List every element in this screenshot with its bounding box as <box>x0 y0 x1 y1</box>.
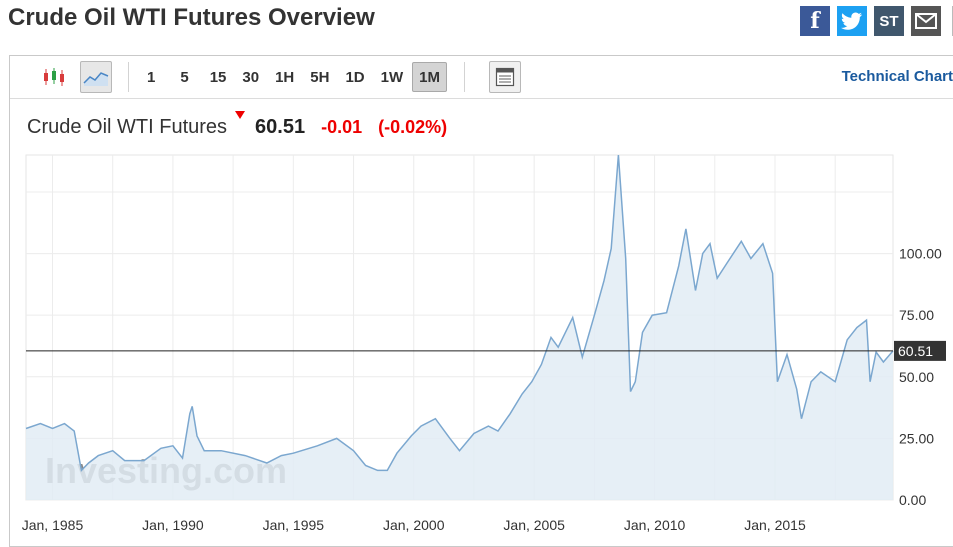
interval-button[interactable]: 1 <box>147 68 156 86</box>
x-tick-label: Jan, 1990 <box>142 517 204 533</box>
facebook-icon[interactable]: f <box>800 6 830 36</box>
last-price: 60.51 <box>255 116 306 138</box>
email-icon[interactable] <box>911 6 941 36</box>
price-line <box>25 154 894 472</box>
toolbar-separator <box>463 62 465 92</box>
interval-button[interactable]: 1D <box>345 68 365 86</box>
y-tick-label: 25.00 <box>899 430 934 446</box>
price-change-percent: (-0.02%) <box>378 117 448 137</box>
chart-toolbar: 1 5 15 30 1H 5H 1D 1W 1M Technical Chart <box>10 56 953 99</box>
last-price-line: 60.51 <box>26 340 946 361</box>
area-chart-icon[interactable] <box>80 61 112 93</box>
x-tick-label: Jan, 2015 <box>744 517 806 533</box>
last-price-tag-label: 60.51 <box>898 343 933 359</box>
y-tick-label: 75.00 <box>899 307 934 323</box>
x-tick-label: Jan, 1985 <box>22 517 84 533</box>
y-tick-label: 100.00 <box>899 246 942 262</box>
x-tick-label: Jan, 2010 <box>624 517 686 533</box>
toolbar-separator <box>128 62 129 92</box>
interval-button[interactable]: 5 <box>180 68 189 86</box>
last-price-tag <box>894 340 946 361</box>
quote-header: Crude Oil WTI Futures 60.51 -0.01 (-0.02… <box>27 111 448 139</box>
interval-button[interactable]: 1W <box>380 68 404 86</box>
price-change: -0.01 <box>321 117 363 137</box>
share-bar: f ST <box>800 5 953 37</box>
interval-button[interactable]: 5H <box>310 68 330 86</box>
x-tick-label: Jan, 1995 <box>263 517 325 533</box>
down-arrow-icon <box>235 111 246 119</box>
interval-button[interactable]: 30 <box>242 68 260 86</box>
interval-button[interactable]: 1H <box>275 68 295 86</box>
y-axis: 0.00 25.00 50.00 75.00 100.00 <box>899 246 942 508</box>
x-tick-label: Jan, 2000 <box>383 517 445 533</box>
page-title: Crude Oil WTI Futures Overview <box>8 4 375 31</box>
interval-button[interactable]: 15 <box>209 68 227 86</box>
price-chart[interactable]: Investing.com 60.51 0.0025.0050.0075.001… <box>0 0 953 536</box>
interval-button-active[interactable]: 1M <box>412 62 447 92</box>
price-area <box>26 155 893 500</box>
y-tick-label: 50.00 <box>899 369 934 385</box>
x-tick-label: Jan, 2005 <box>503 517 565 533</box>
stocktwits-icon[interactable]: ST <box>874 6 904 36</box>
y-tick-label: 0.00 <box>899 492 926 508</box>
technical-chart-link[interactable]: Technical Chart <box>841 68 953 85</box>
indicators-icon[interactable] <box>488 61 521 93</box>
candlestick-icon[interactable] <box>38 61 70 93</box>
twitter-icon[interactable] <box>837 6 867 36</box>
x-axis: Jan, 1985 Jan, 1990 Jan, 1995 Jan, 2000 Jan,… <box>22 517 806 533</box>
instrument-name: Crude Oil WTI Futures <box>27 116 228 138</box>
